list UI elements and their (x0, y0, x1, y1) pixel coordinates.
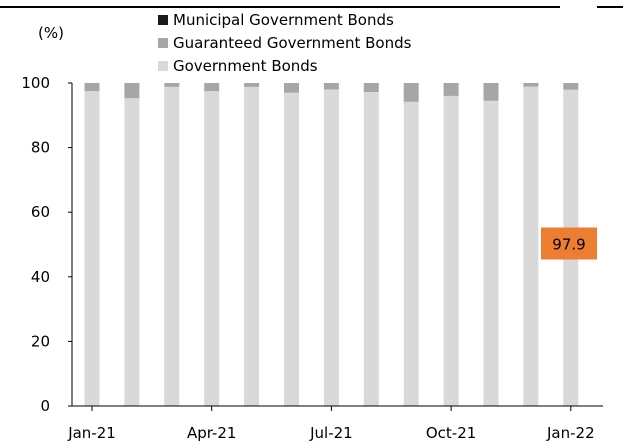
bar-segment-guaranteed-government-bonds (563, 83, 579, 90)
x-tick-label: Jan-21 (67, 424, 116, 442)
y-tick-label: 20 (31, 332, 50, 350)
legend-label: Government Bonds (173, 57, 318, 75)
bar-segment-government-bonds (244, 86, 260, 406)
y-tick-label: 60 (31, 203, 50, 221)
callout: 97.9 (541, 227, 597, 260)
bar-segment-guaranteed-government-bonds (523, 83, 539, 87)
legend-label: Guaranteed Government Bonds (173, 34, 412, 52)
legend-swatch (158, 61, 168, 71)
y-axis: 0 20 40 60 80 100 (21, 74, 73, 415)
bar-segment-guaranteed-government-bonds (363, 83, 379, 93)
x-tick-label: Apr-21 (187, 424, 237, 442)
bar-segment-guaranteed-government-bonds (204, 83, 220, 92)
bar-segment-guaranteed-government-bonds (483, 83, 499, 101)
bar-segment-guaranteed-government-bonds (84, 83, 100, 92)
bar-segment-guaranteed-government-bonds (323, 83, 339, 90)
legend: Municipal Government Bonds Guaranteed Gov… (158, 11, 412, 75)
bar-segment-guaranteed-government-bonds (124, 83, 140, 99)
callout-box (541, 227, 597, 260)
bar-segment-government-bonds (523, 86, 539, 406)
x-axis: Jan-21 Apr-21 Jul-21 Oct-21 Jan-22 (67, 405, 603, 442)
bars (84, 83, 579, 407)
y-tick-label: 100 (21, 74, 50, 92)
bar-segment-government-bonds (124, 98, 140, 406)
bar-segment-guaranteed-government-bonds (443, 83, 459, 96)
x-tick-label: Oct-21 (426, 424, 476, 442)
bar-segment-guaranteed-government-bonds (164, 83, 180, 87)
y-tick-label: 0 (40, 397, 50, 415)
bar-segment-government-bonds (204, 91, 220, 406)
bar-segment-guaranteed-government-bonds (284, 83, 299, 93)
bar-segment-government-bonds (323, 89, 339, 407)
y-tick-label: 80 (31, 139, 50, 157)
legend-swatch (158, 15, 168, 25)
bar-segment-guaranteed-government-bonds (244, 83, 260, 87)
bar-segment-government-bonds (403, 101, 419, 406)
bar-segment-guaranteed-government-bonds (403, 83, 419, 102)
legend-swatch (158, 38, 168, 48)
x-tick-label: Jan-22 (546, 424, 595, 442)
bar-segment-government-bonds (164, 86, 180, 406)
y-unit-label: (%) (38, 24, 64, 42)
y-tick-label: 40 (31, 268, 50, 286)
bar-segment-government-bonds (483, 100, 499, 406)
bar-segment-government-bonds (363, 92, 379, 406)
bar-segment-government-bonds (443, 95, 459, 407)
bar-segment-government-bonds (284, 92, 299, 406)
callout-label: 97.9 (552, 236, 585, 254)
x-tick-label: Jul-21 (309, 424, 353, 442)
bar-segment-government-bonds (84, 91, 100, 406)
legend-label: Municipal Government Bonds (173, 11, 394, 29)
